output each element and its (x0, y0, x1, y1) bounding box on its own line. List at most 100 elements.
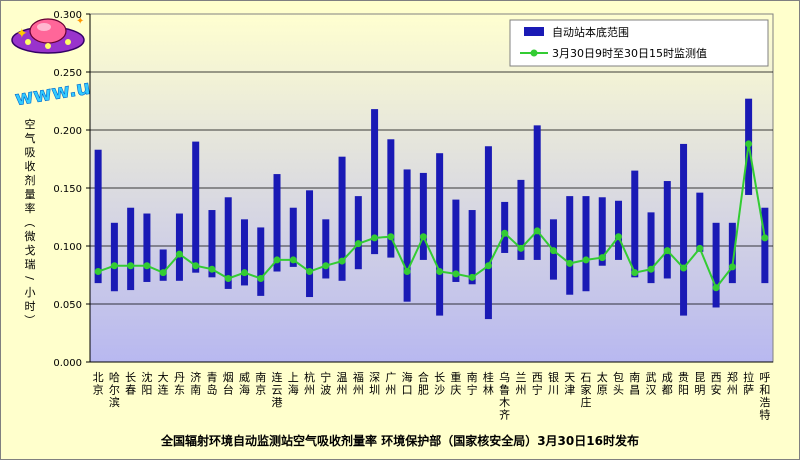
y-tick-label: 0.200 (53, 126, 82, 137)
measurement-point (501, 229, 509, 237)
measurement-point (468, 273, 476, 281)
range-bar (615, 200, 623, 260)
measurement-point (615, 233, 623, 241)
y-axis-label-char: 率 (25, 201, 36, 215)
range-bar (501, 201, 509, 253)
legend-bar-swatch (524, 27, 544, 36)
range-bar (273, 174, 281, 272)
range-bar (484, 146, 492, 320)
x-tick-label: 威海 (239, 371, 250, 397)
x-tick-label: 昆明 (694, 371, 705, 397)
measurement-point (419, 233, 427, 241)
measurement-point (712, 284, 720, 292)
measurement-point (582, 256, 590, 264)
measurement-point (322, 262, 330, 270)
measurement-point (110, 262, 118, 270)
x-tick-label: 贵阳 (678, 371, 689, 397)
measurement-point (224, 274, 232, 282)
legend-entry-measured: 3月30日9时至30日15时监测值 (552, 47, 707, 60)
range-bar (761, 207, 769, 284)
chart-caption: 全国辐射环境自动监测站空气吸收剂量率 环境保护部（国家核安全局）3月30日16时… (161, 434, 639, 448)
legend-dot-swatch (530, 49, 538, 57)
measurement-point (175, 250, 183, 258)
measurement-point (728, 263, 736, 271)
ufo-icon: ✦ ✦ (11, 16, 85, 54)
measurement-point (517, 244, 525, 252)
measurement-point (761, 234, 769, 242)
y-axis-label-char: （ (23, 217, 36, 228)
star-icon: ✦ (76, 16, 84, 27)
x-tick-label: 成都 (662, 371, 673, 397)
y-axis-label-char: ） (23, 315, 36, 326)
y-tick-label: 0.100 (53, 242, 82, 253)
star-icon: ✦ (16, 26, 28, 42)
range-bar (468, 210, 476, 285)
x-tick-label: 沈阳 (141, 370, 152, 397)
x-tick-label: 天津 (564, 371, 575, 397)
x-axis: 北京哈尔滨长春沈阳大连丹东济南青岛烟台威海南京连云港上海杭州宁波温州福州深圳广州… (90, 361, 773, 422)
y-axis-label-char: 小 (25, 286, 36, 299)
x-tick-label: 大连 (158, 370, 169, 397)
legend-entry-range: 自动站本底范围 (552, 25, 629, 39)
range-bar (127, 207, 135, 291)
measurement-point (631, 269, 639, 277)
y-axis-label-char: 戈 (25, 244, 36, 257)
range-bar (289, 207, 297, 267)
x-tick-label: 长沙 (434, 371, 445, 397)
measurement-point (403, 268, 411, 276)
measurement-point (598, 254, 606, 262)
measurement-point (452, 270, 460, 278)
range-bar (728, 222, 736, 284)
range-bar (696, 192, 704, 252)
range-bar (582, 196, 590, 292)
range-bar (663, 181, 671, 279)
measurement-point (371, 234, 379, 242)
y-axis-label-char: 收 (25, 159, 36, 173)
gridlines (90, 71, 773, 305)
x-tick-label: 福州 (353, 370, 364, 397)
y-tick-label: 0.250 (53, 68, 82, 79)
range-bar (110, 222, 118, 292)
x-tick-label: 南宁 (467, 371, 478, 397)
measurement-point (436, 268, 444, 276)
measurement-point (663, 247, 671, 255)
x-tick-label: 青岛 (206, 371, 217, 397)
range-bar (159, 249, 167, 281)
measurement-point (566, 259, 574, 267)
x-tick-label: 北京 (93, 371, 104, 397)
measurement-line (94, 140, 769, 292)
y-axis-label-char: 微 (25, 229, 36, 243)
range-bar (354, 196, 362, 270)
x-tick-label: 太原 (597, 371, 608, 397)
measurement-point (387, 233, 395, 241)
x-tick-label: 宁波 (320, 370, 331, 397)
y-axis-label-char: 气 (25, 131, 36, 145)
x-tick-label: 上海 (288, 371, 299, 397)
range-bar (192, 141, 200, 273)
x-tick-label: 银川 (548, 370, 559, 397)
range-bar (566, 196, 574, 295)
measurement-point (745, 140, 753, 148)
y-tick-label: 0.050 (53, 300, 82, 311)
x-tick-label: 深圳 (369, 371, 380, 397)
range-bar (143, 213, 151, 282)
range-bar (452, 199, 460, 282)
x-tick-label: 烟台 (223, 370, 234, 397)
x-tick-label: 桂林 (483, 370, 494, 397)
measurement-point (484, 262, 492, 270)
measurement-point (533, 227, 541, 235)
range-bar (712, 222, 720, 308)
y-axis: 0.000 0.050 0.100 0.150 0.200 0.250 0.300 (53, 10, 91, 369)
x-tick-label: 温州 (337, 371, 348, 397)
x-tick-label: 武汉 (646, 371, 657, 397)
y-axis-label-char: 量 (25, 188, 36, 201)
measurement-point (696, 244, 704, 252)
range-bars (94, 98, 769, 320)
y-tick-label: 0.300 (53, 10, 82, 21)
measurement-point (127, 262, 135, 270)
x-tick-label: 石家庄 (580, 371, 591, 409)
range-bar (371, 109, 379, 255)
measurement-point (94, 268, 102, 276)
x-tick-label: 杭州 (304, 370, 315, 397)
